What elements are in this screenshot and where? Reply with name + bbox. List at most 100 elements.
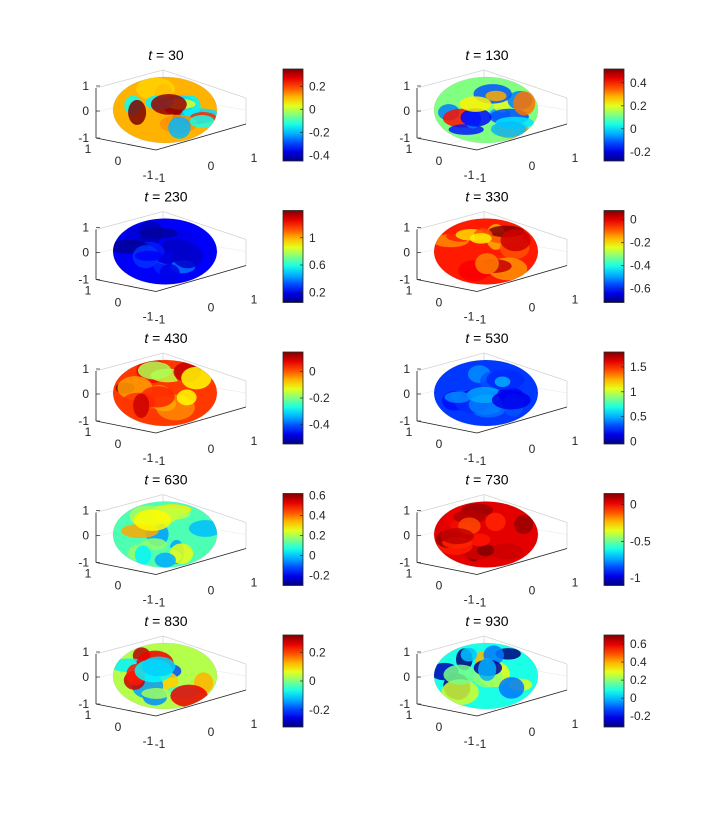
z-tick-label: 1: [82, 645, 89, 659]
z-tick-label: 0: [82, 246, 89, 260]
title-variable: t: [148, 47, 153, 63]
z-tick-label: 1: [82, 362, 89, 376]
subplot-title: t = 330: [465, 189, 508, 205]
subplot-title: t = 630: [144, 472, 187, 488]
colorbar-tick-label: 0.5: [630, 410, 647, 424]
y-axis: [416, 420, 478, 434]
surface-patch: [500, 229, 531, 252]
axis-box-line: [483, 352, 568, 382]
surface-patch: [491, 390, 531, 410]
y-axis: [95, 279, 157, 292]
z-tick-label: -1: [399, 273, 410, 287]
surface: [434, 360, 538, 426]
x-tick-label: 1: [251, 434, 258, 448]
surface-patch: [133, 509, 172, 531]
surface: [113, 77, 217, 143]
x-tick-label: 0: [529, 584, 536, 598]
axis-box-line: [416, 352, 485, 372]
z-tick-label: 0: [82, 387, 89, 401]
x-tick-label: 1: [251, 151, 258, 165]
surface-patch: [134, 545, 152, 565]
y-tick-label: 0: [115, 579, 122, 593]
colorbar-tick-label: -0.2: [309, 703, 330, 717]
surface-patch: [128, 99, 147, 125]
surface-patch: [498, 677, 525, 699]
axis-box-line: [416, 211, 485, 230]
x-tick-label: -1: [476, 313, 487, 327]
z-tick-label: -1: [399, 131, 410, 145]
colorbar-tick-label: -0.5: [630, 534, 651, 548]
y-tick-label: -1: [143, 593, 154, 607]
colorbar-tick-label: -0.2: [630, 709, 651, 723]
surface-outline: [433, 218, 539, 285]
axis-box-line: [162, 635, 247, 665]
x-axis: [155, 406, 247, 434]
surface-outline: [112, 359, 218, 427]
axis-box-line: [162, 494, 247, 523]
y-tick-label: 1: [406, 567, 413, 581]
surface-patch: [469, 533, 491, 547]
colorbar-tick-label: -0.4: [630, 259, 651, 273]
y-tick-label: 1: [85, 425, 92, 439]
axis-box-line: [95, 352, 164, 372]
colorbar-tick-label: 0: [630, 691, 637, 705]
x-tick-label: 0: [529, 442, 536, 456]
y-tick-label: 1: [406, 142, 413, 156]
y-axis: [416, 279, 478, 292]
x-tick-label: 0: [529, 159, 536, 173]
z-tick-label: 0: [403, 104, 410, 118]
colorbar-tick-label: 1: [309, 231, 316, 245]
surface-patch: [140, 227, 178, 239]
x-tick-label: -1: [476, 737, 487, 751]
surface-patch: [490, 121, 527, 138]
colorbar-tick-label: 0.2: [309, 285, 326, 299]
z-tick-label: 1: [403, 362, 410, 376]
axis-box-line: [162, 211, 247, 240]
surface-patch: [444, 391, 472, 403]
colorbar-tick-label: 0.2: [309, 529, 326, 543]
y-tick-label: 0: [436, 579, 443, 593]
z-tick-label: 1: [403, 221, 410, 235]
colorbar-tick-label: 0.6: [630, 637, 647, 651]
colorbar-tick-label: -0.2: [630, 236, 651, 250]
x-axis: [476, 406, 568, 434]
y-tick-label: 1: [85, 142, 92, 156]
colorbar: [603, 68, 625, 162]
surface-patch: [475, 253, 499, 275]
surface: [113, 501, 217, 568]
x-tick-label: 1: [251, 717, 258, 731]
y-axis: [95, 562, 157, 575]
z-tick-label: 1: [82, 221, 89, 235]
surface-outline: [433, 501, 539, 568]
surface: [434, 643, 538, 709]
surface-patch: [134, 250, 163, 262]
surface-patch: [170, 684, 208, 708]
surface-patch: [176, 389, 197, 406]
z-tick-label: 0: [82, 670, 89, 684]
axis-box-line: [416, 635, 485, 655]
surface-patch: [154, 552, 176, 568]
surface-patch: [460, 108, 492, 127]
x-tick-label: 0: [208, 725, 215, 739]
colorbar-tick-label: -0.4: [309, 148, 330, 162]
y-axis: [416, 703, 478, 717]
x-tick-label: -1: [155, 171, 166, 185]
x-axis: [155, 548, 247, 575]
x-tick-label: 1: [572, 434, 579, 448]
colorbar: [603, 493, 625, 586]
colorbar-tick-label: 0.4: [630, 655, 647, 669]
x-tick-label: 1: [572, 151, 579, 165]
axis-box-line: [162, 69, 247, 99]
surface-patch: [189, 115, 215, 128]
x-tick-label: 0: [208, 301, 215, 315]
colorbar-tick-label: 0.4: [309, 509, 326, 523]
colorbar: [282, 210, 304, 303]
surface-patch: [478, 658, 497, 682]
axis-box-line: [483, 635, 568, 665]
colorbar-tick-label: 0: [630, 498, 637, 512]
colorbar-tick-label: 0: [630, 213, 637, 227]
z-tick-label: 0: [82, 104, 89, 118]
y-tick-label: -1: [464, 734, 475, 748]
